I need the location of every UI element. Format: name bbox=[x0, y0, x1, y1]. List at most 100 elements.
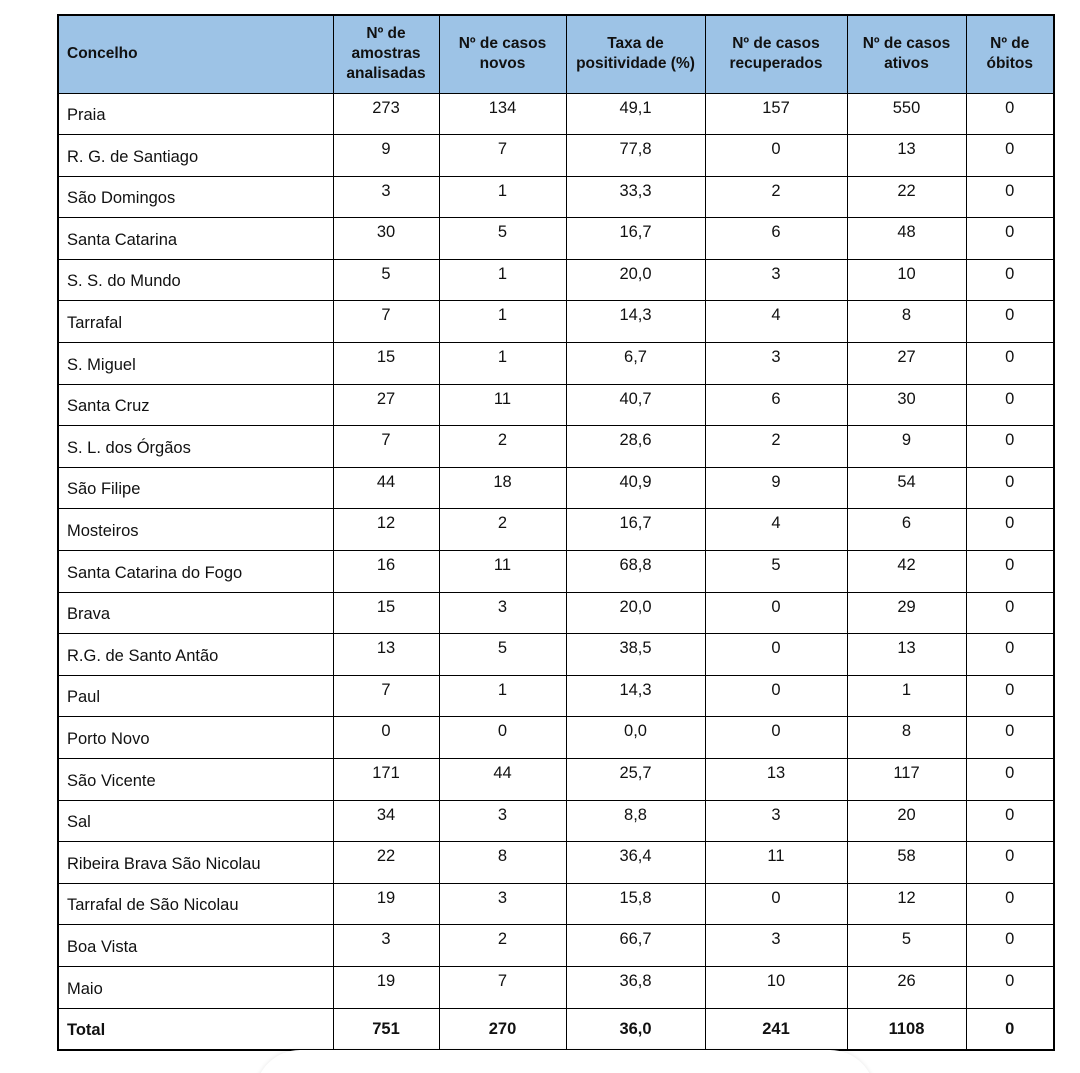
cell-recuperados: 3 bbox=[704, 258, 848, 302]
cell-amostras: 19 bbox=[332, 882, 440, 926]
cell-taxa-positividade: 36,8 bbox=[565, 965, 706, 1009]
cell-recuperados: 10 bbox=[704, 965, 848, 1009]
cell-recuperados: 0 bbox=[704, 134, 848, 177]
table-row: Brava 15 3 20,0 0 29 0 bbox=[57, 591, 1055, 635]
table-footer: Total 751 270 36,0 241 1108 0 bbox=[57, 1007, 1055, 1051]
cell-recuperados: 4 bbox=[704, 300, 848, 344]
concelho-stats-table-container: Concelho Nº de amostras analisadas Nº de… bbox=[57, 14, 1055, 1051]
table-row: Maio 19 7 36,8 10 26 0 bbox=[57, 965, 1055, 1009]
column-header-ativos: Nº de casos ativos bbox=[846, 14, 967, 94]
cell-amostras: 22 bbox=[332, 841, 440, 884]
table-row: Santa Catarina do Fogo 16 11 68,8 5 42 0 bbox=[57, 550, 1055, 593]
cell-obitos: 0 bbox=[965, 882, 1055, 926]
cell-casos-novos: 2 bbox=[438, 508, 567, 552]
cell-recuperados: 4 bbox=[704, 508, 848, 552]
cell-casos-novos: 7 bbox=[438, 965, 567, 1009]
total-row: Total 751 270 36,0 241 1108 0 bbox=[57, 1007, 1055, 1051]
cell-ativos: 20 bbox=[846, 799, 967, 843]
cell-taxa-positividade: 8,8 bbox=[565, 799, 706, 843]
cell-casos-novos: 11 bbox=[438, 383, 567, 427]
cell-recuperados: 11 bbox=[704, 841, 848, 884]
cell-concelho: Maio bbox=[57, 965, 334, 1009]
cell-recuperados: 0 bbox=[704, 633, 848, 676]
table-row: Santa Cruz 27 11 40,7 6 30 0 bbox=[57, 383, 1055, 427]
cell-ativos: 48 bbox=[846, 217, 967, 260]
cell-ativos: 54 bbox=[846, 466, 967, 510]
table-row: S. Miguel 15 1 6,7 3 27 0 bbox=[57, 342, 1055, 385]
cell-amostras: 44 bbox=[332, 466, 440, 510]
table-row: Mosteiros 12 2 16,7 4 6 0 bbox=[57, 508, 1055, 552]
cell-taxa-positividade: 14,3 bbox=[565, 674, 706, 718]
cell-obitos: 0 bbox=[965, 550, 1055, 593]
column-header-amostras: Nº de amostras analisadas bbox=[332, 14, 440, 94]
table-row: São Filipe 44 18 40,9 9 54 0 bbox=[57, 466, 1055, 510]
cell-obitos: 0 bbox=[965, 758, 1055, 801]
column-header-casos-novos: Nº de casos novos bbox=[438, 14, 567, 94]
cell-amostras: 171 bbox=[332, 758, 440, 801]
cell-obitos: 0 bbox=[965, 841, 1055, 884]
cell-ativos: 26 bbox=[846, 965, 967, 1009]
cell-ativos: 9 bbox=[846, 425, 967, 468]
cell-amostras: 5 bbox=[332, 258, 440, 302]
cell-obitos: 0 bbox=[965, 799, 1055, 843]
cell-taxa-positividade: 38,5 bbox=[565, 633, 706, 676]
cell-amostras: 7 bbox=[332, 674, 440, 718]
cell-concelho: Santa Catarina bbox=[57, 217, 334, 260]
cell-recuperados: 6 bbox=[704, 217, 848, 260]
table-row: Boa Vista 3 2 66,7 3 5 0 bbox=[57, 924, 1055, 967]
cell-concelho: Praia bbox=[57, 92, 334, 136]
cell-casos-novos: 2 bbox=[438, 924, 567, 967]
cell-concelho: São Domingos bbox=[57, 175, 334, 219]
cell-obitos: 0 bbox=[965, 342, 1055, 385]
cell-ativos: 42 bbox=[846, 550, 967, 593]
cell-obitos: 0 bbox=[965, 383, 1055, 427]
cell-taxa-positividade: 16,7 bbox=[565, 217, 706, 260]
table-header: Concelho Nº de amostras analisadas Nº de… bbox=[57, 14, 1055, 94]
cell-obitos: 0 bbox=[965, 217, 1055, 260]
cell-casos-novos: 1 bbox=[438, 674, 567, 718]
cell-taxa-positividade: 16,7 bbox=[565, 508, 706, 552]
cell-obitos: 0 bbox=[965, 716, 1055, 759]
cell-concelho: Brava bbox=[57, 591, 334, 635]
cell-recuperados: 2 bbox=[704, 175, 848, 219]
cell-obitos: 0 bbox=[965, 591, 1055, 635]
cell-amostras: 30 bbox=[332, 217, 440, 260]
total-label: Total bbox=[57, 1007, 334, 1051]
cell-obitos: 0 bbox=[965, 425, 1055, 468]
table-body: Praia 273 134 49,1 157 550 0 R. G. de Sa… bbox=[57, 92, 1055, 1009]
cell-amostras: 19 bbox=[332, 965, 440, 1009]
cell-concelho: Paul bbox=[57, 674, 334, 718]
cell-ativos: 8 bbox=[846, 716, 967, 759]
cell-ativos: 550 bbox=[846, 92, 967, 136]
cell-casos-novos: 11 bbox=[438, 550, 567, 593]
cell-ativos: 13 bbox=[846, 134, 967, 177]
column-header-concelho: Concelho bbox=[57, 14, 334, 94]
table-row: Porto Novo 0 0 0,0 0 8 0 bbox=[57, 716, 1055, 759]
cell-concelho: R. G. de Santiago bbox=[57, 134, 334, 177]
cell-recuperados: 0 bbox=[704, 716, 848, 759]
cell-amostras: 27 bbox=[332, 383, 440, 427]
cell-taxa-positividade: 0,0 bbox=[565, 716, 706, 759]
cell-obitos: 0 bbox=[965, 924, 1055, 967]
cell-ativos: 5 bbox=[846, 924, 967, 967]
cell-taxa-positividade: 66,7 bbox=[565, 924, 706, 967]
cell-taxa-positividade: 33,3 bbox=[565, 175, 706, 219]
cell-taxa-positividade: 68,8 bbox=[565, 550, 706, 593]
total-amostras: 751 bbox=[332, 1007, 440, 1051]
cell-taxa-positividade: 20,0 bbox=[565, 591, 706, 635]
cell-casos-novos: 1 bbox=[438, 258, 567, 302]
cell-amostras: 16 bbox=[332, 550, 440, 593]
cell-taxa-positividade: 15,8 bbox=[565, 882, 706, 926]
cell-amostras: 15 bbox=[332, 342, 440, 385]
cell-concelho: S. S. do Mundo bbox=[57, 258, 334, 302]
cell-taxa-positividade: 20,0 bbox=[565, 258, 706, 302]
cell-casos-novos: 18 bbox=[438, 466, 567, 510]
cell-recuperados: 0 bbox=[704, 882, 848, 926]
cell-obitos: 0 bbox=[965, 508, 1055, 552]
cell-casos-novos: 1 bbox=[438, 300, 567, 344]
cell-amostras: 15 bbox=[332, 591, 440, 635]
cell-concelho: Mosteiros bbox=[57, 508, 334, 552]
cell-taxa-positividade: 40,7 bbox=[565, 383, 706, 427]
total-casos-novos: 270 bbox=[438, 1007, 567, 1051]
cell-recuperados: 13 bbox=[704, 758, 848, 801]
